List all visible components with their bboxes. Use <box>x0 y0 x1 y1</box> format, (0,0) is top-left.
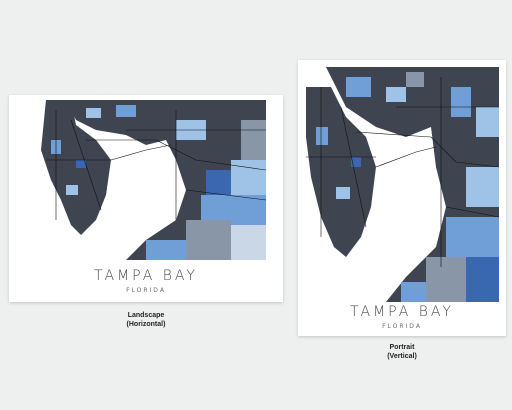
portrait-caption-line1: Portrait <box>389 344 415 351</box>
landscape-print: TAMPA BAY FLORIDA <box>9 95 283 302</box>
landscape-city-title: TAMPA BAY <box>94 268 198 284</box>
portrait-caption: Portrait (Vertical) <box>352 343 452 361</box>
landscape-map <box>26 100 266 260</box>
portrait-print: TAMPA BAY FLORIDA <box>298 60 506 336</box>
landscape-caption: Landscape (Horizontal) <box>96 311 196 329</box>
portrait-state-subtitle: FLORIDA <box>382 323 422 330</box>
landscape-state-subtitle: FLORIDA <box>126 287 166 294</box>
portrait-caption-line2: (Vertical) <box>387 353 417 360</box>
portrait-map <box>306 67 499 302</box>
landscape-caption-line2: (Horizontal) <box>126 321 166 328</box>
portrait-city-title: TAMPA BAY <box>350 304 454 320</box>
landscape-caption-line1: Landscape <box>127 312 165 319</box>
